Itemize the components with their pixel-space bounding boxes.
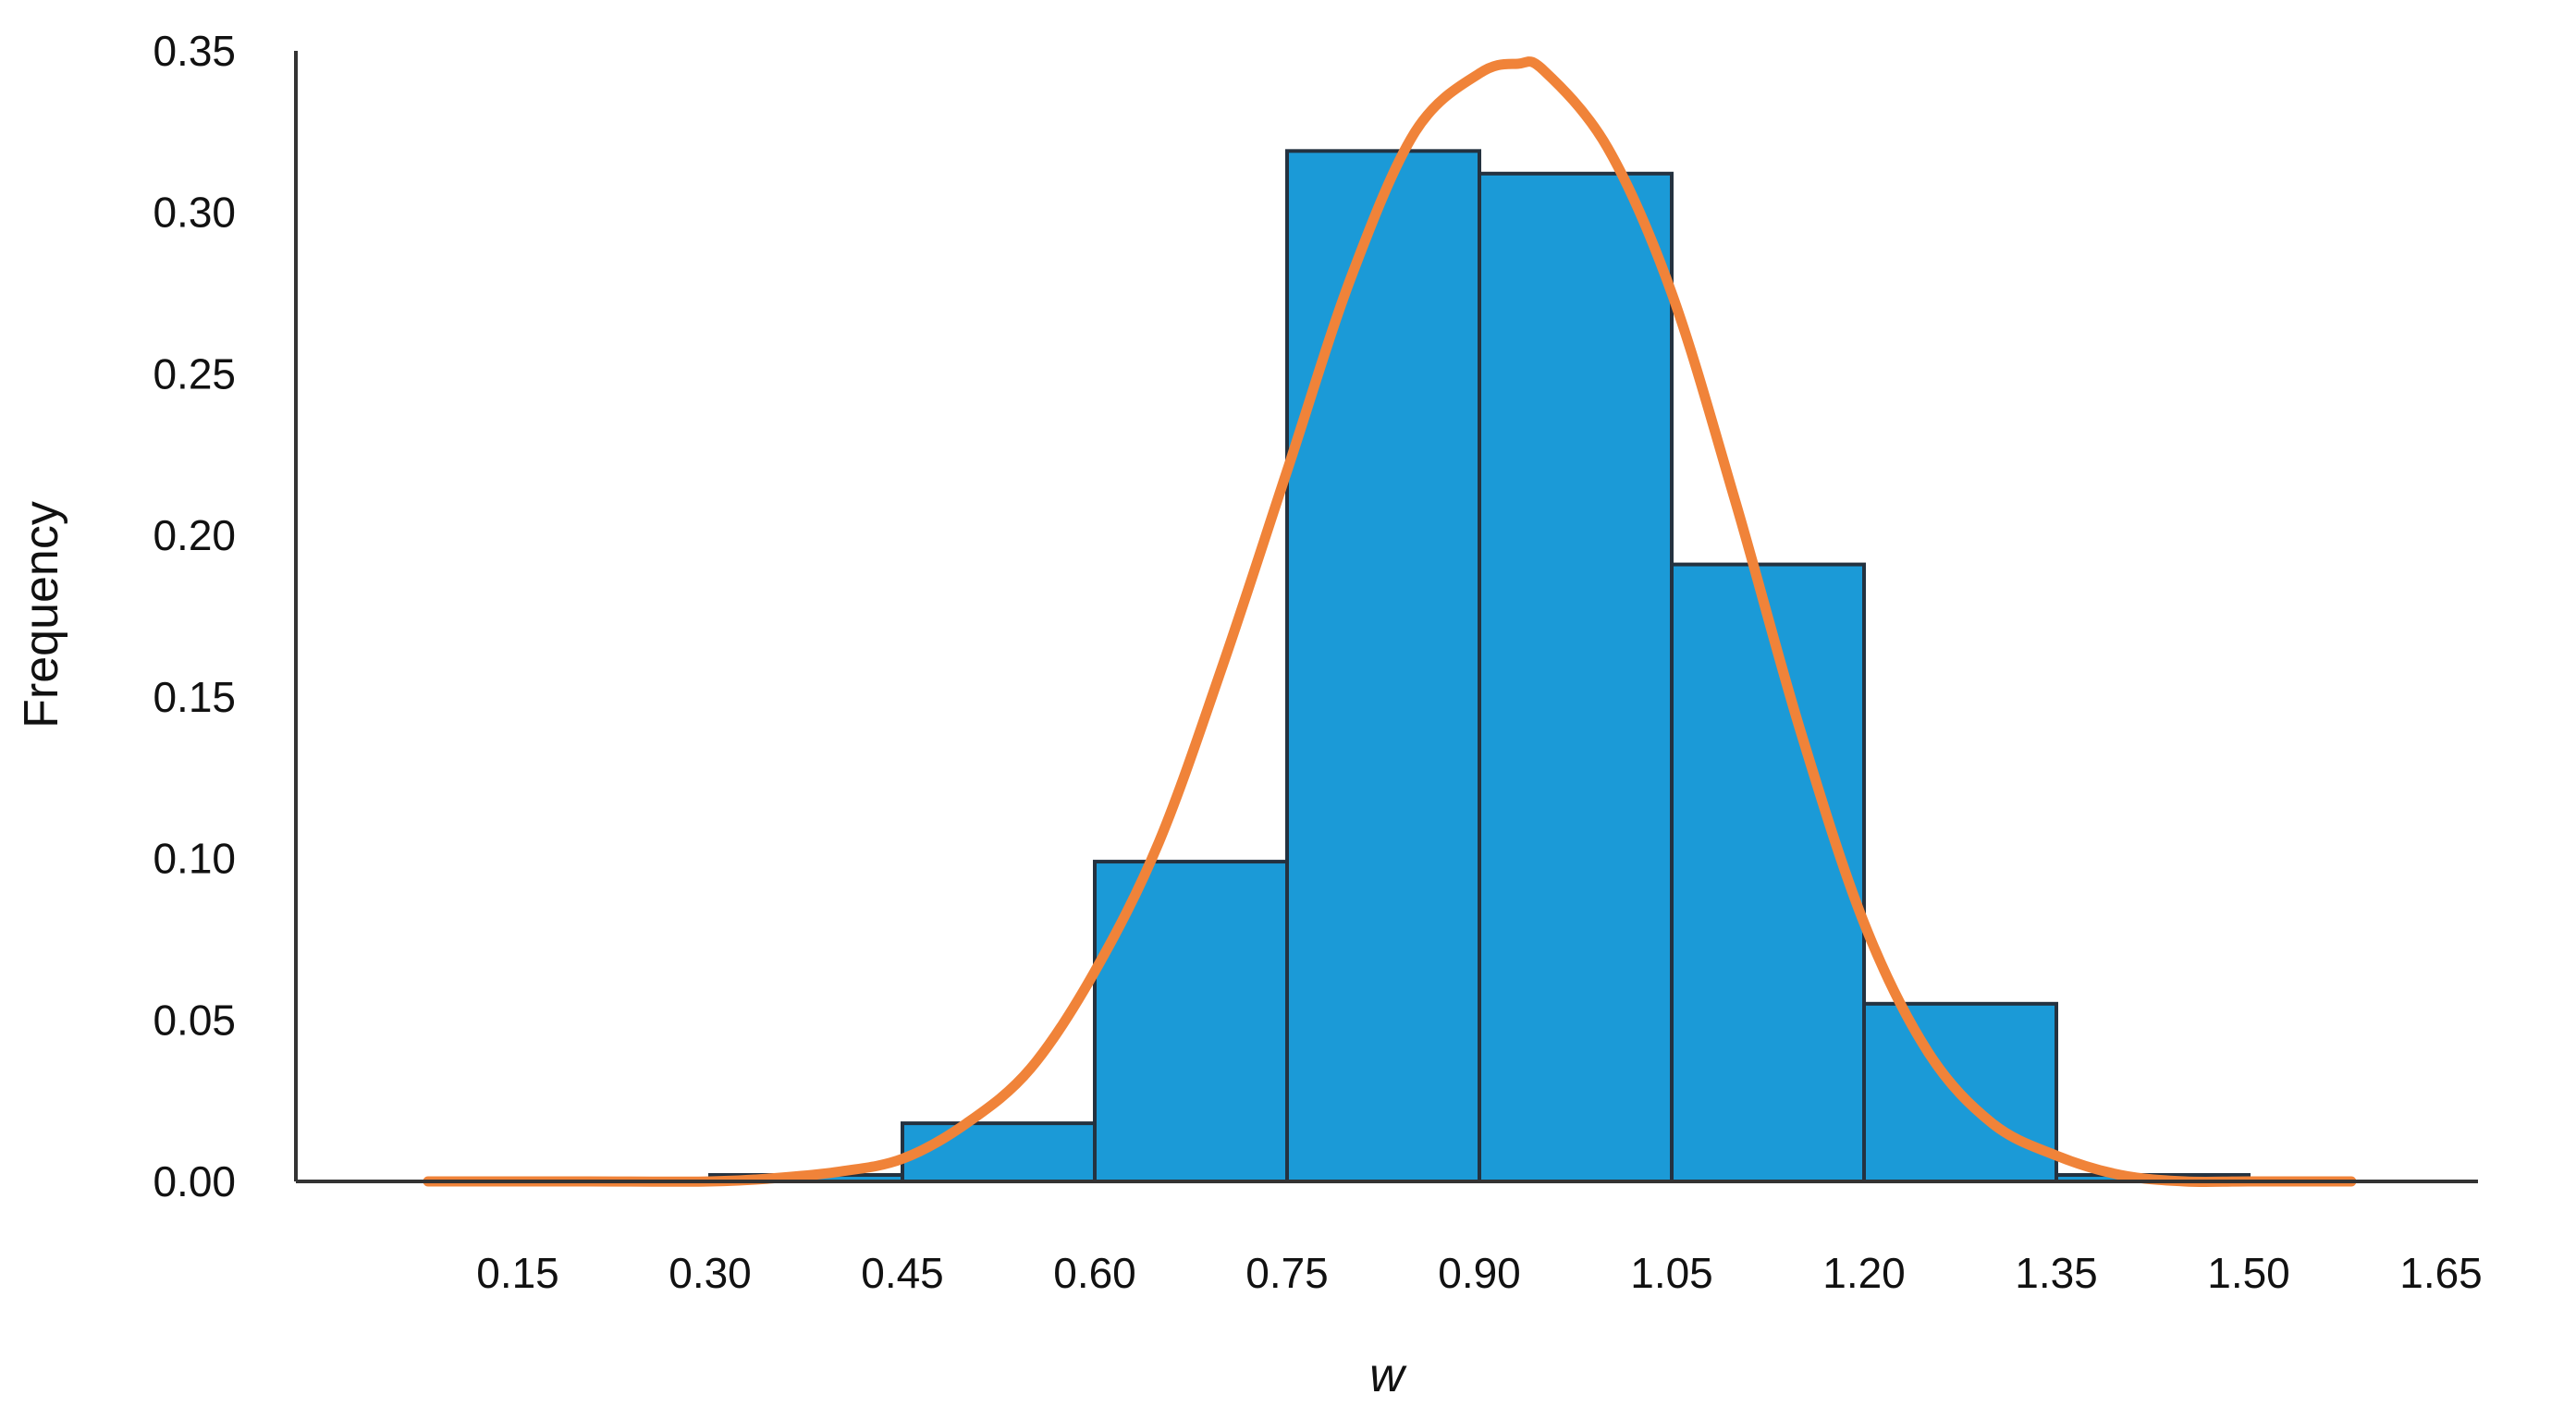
y-axis-title: Frequency (15, 501, 68, 728)
y-tick-labels: 0.00 0.05 0.10 0.15 0.20 0.25 0.30 0.35 (153, 27, 236, 1205)
y-tick-label: 0.30 (153, 189, 236, 237)
y-tick-label: 0.35 (153, 27, 236, 75)
x-tick-label: 1.65 (2399, 1249, 2483, 1297)
y-tick-label: 0.05 (153, 996, 236, 1044)
histogram-bar-2 (901, 1121, 1097, 1184)
y-tick-label: 0.10 (153, 835, 236, 883)
histogram-bar-5 (1478, 171, 1674, 1184)
x-tick-label: 0.30 (669, 1249, 752, 1297)
histogram-bar-6 (1670, 562, 1866, 1183)
x-tick-label: 0.75 (1245, 1249, 1329, 1297)
x-tick-label: 1.35 (2015, 1249, 2098, 1297)
y-tick-label: 0.00 (153, 1157, 236, 1205)
density-curve (423, 56, 2357, 1188)
y-tick-label: 0.20 (153, 511, 236, 559)
x-tick-label: 0.90 (1438, 1249, 1521, 1297)
x-tick-label: 1.05 (1630, 1249, 1713, 1297)
histogram-bars (708, 149, 2251, 1184)
x-tick-label: 0.15 (476, 1249, 559, 1297)
x-tick-label: 1.50 (2207, 1249, 2290, 1297)
x-axis-title: w (1369, 1349, 1407, 1402)
x-tick-labels: 0.15 0.30 0.45 0.60 0.75 0.90 1.05 1.20 1.35 1.50… (476, 1249, 2483, 1297)
x-tick-label: 1.20 (1822, 1249, 1906, 1297)
y-tick-label: 0.25 (153, 349, 236, 398)
y-tick-label: 0.15 (153, 673, 236, 721)
x-tick-label: 0.60 (1053, 1249, 1136, 1297)
x-tick-label: 0.45 (861, 1249, 944, 1297)
histogram-bar-4 (1285, 149, 1481, 1183)
